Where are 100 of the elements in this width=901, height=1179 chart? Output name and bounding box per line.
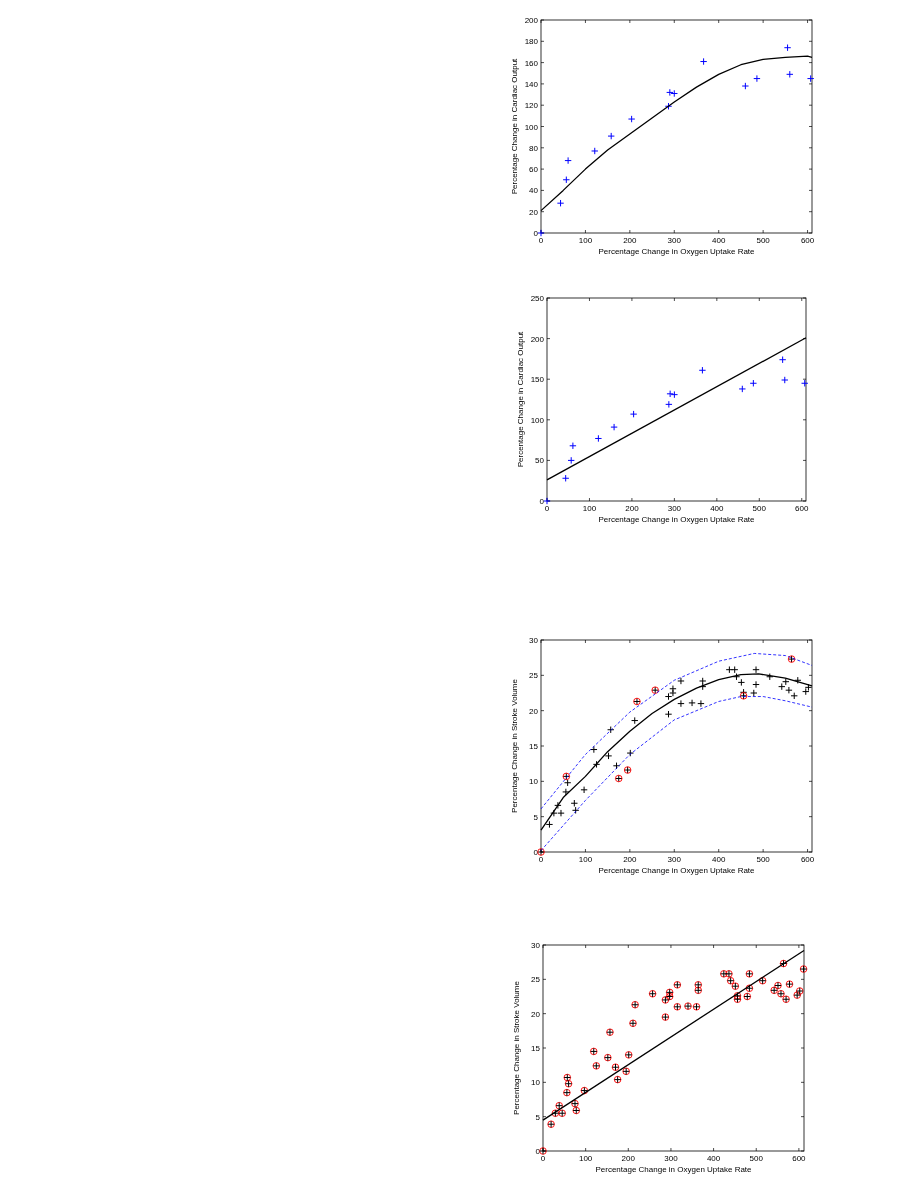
x-tick-label: 100 [578, 855, 593, 864]
x-tick-label: 100 [578, 236, 593, 245]
y-tick-label: 120 [524, 101, 539, 111]
y-tick-label: 150 [530, 375, 545, 385]
x-tick-label: 300 [667, 504, 682, 513]
y-tick-label: 200 [530, 334, 545, 344]
point [664, 710, 673, 718]
point [669, 689, 677, 697]
y-tick-label: 0 [539, 497, 545, 506]
y-tick-label: 80 [529, 143, 539, 153]
point [562, 788, 570, 796]
point [786, 70, 794, 79]
y-axis-title: Percentage Change in Cardiac Output [510, 57, 519, 195]
y-tick-label: 10 [531, 1078, 541, 1088]
y-tick-label: 20 [529, 207, 539, 217]
y-tick-label: 5 [535, 1112, 541, 1122]
point [738, 385, 747, 393]
point [697, 699, 705, 708]
y-tick-label: 20 [531, 1009, 541, 1019]
point [569, 442, 577, 450]
point [670, 89, 678, 98]
point [688, 699, 696, 707]
point [677, 699, 685, 708]
x-tick-label: 200 [625, 504, 640, 513]
point [556, 199, 565, 207]
point [562, 176, 571, 184]
point [741, 82, 750, 90]
point [785, 686, 793, 694]
point [699, 677, 707, 685]
x-tick-label: 600 [792, 1154, 807, 1163]
y-tick-label: 180 [524, 37, 539, 47]
x-tick-label: 300 [667, 855, 682, 864]
point [563, 779, 572, 787]
point [564, 156, 572, 165]
y-tick-label: 15 [529, 742, 539, 751]
y-tick-label: 250 [530, 294, 545, 303]
x-tick-label: 400 [710, 504, 725, 513]
x-tick-label: 400 [706, 1154, 721, 1163]
y-tick-label: 160 [524, 58, 539, 68]
y-tick-label: 40 [529, 186, 539, 196]
x-axis-title: Percentage Change in Oxygen Uptake Rate [598, 247, 756, 256]
x-tick-label: 100 [582, 504, 597, 513]
point [778, 682, 786, 691]
point [545, 820, 554, 829]
y-tick-label: 25 [529, 671, 539, 681]
x-tick-label: 100 [578, 1154, 593, 1163]
x-tick-label: 300 [664, 1154, 679, 1163]
point [753, 74, 761, 83]
y-tick-label: 200 [524, 16, 539, 25]
x-tick-label: 200 [623, 236, 638, 245]
point [752, 665, 760, 674]
x-tick-label: 200 [621, 1154, 636, 1163]
point [670, 390, 679, 399]
point [664, 692, 673, 701]
point [604, 752, 613, 760]
point [554, 801, 562, 810]
x-tick-label: 500 [756, 855, 771, 864]
point [752, 680, 760, 689]
point [594, 434, 603, 443]
y-axis-title: Percentage Change in Stroke Volume [512, 980, 521, 1115]
point [665, 400, 673, 409]
x-tick-label: 600 [800, 236, 815, 245]
point [669, 685, 677, 693]
point [802, 687, 810, 696]
point [806, 74, 815, 83]
y-axis-title: Percentage Change in Cardiac Output [516, 330, 525, 468]
x-tick-label: 600 [800, 855, 815, 864]
y-axis-title: Percentage Change in Stroke Volume [510, 678, 519, 813]
y-tick-label: 100 [530, 415, 545, 425]
y-tick-label: 30 [529, 636, 539, 645]
point [607, 132, 615, 140]
x-tick-label: 500 [756, 236, 771, 245]
point [699, 57, 708, 66]
y-tick-label: 20 [529, 706, 539, 716]
point [698, 366, 707, 374]
x-tick-label: 600 [795, 504, 809, 513]
point [567, 456, 575, 465]
y-tick-label: 10 [529, 777, 539, 787]
point [561, 474, 570, 482]
x-axis-title: Percentage Change in Oxygen Uptake Rate [598, 866, 756, 875]
point [626, 749, 634, 757]
point [590, 745, 598, 754]
y-tick-label: 0 [535, 1147, 541, 1156]
point [610, 423, 618, 431]
point [677, 677, 685, 685]
y-tick-label: 15 [531, 1044, 541, 1053]
point [550, 809, 558, 817]
point [631, 716, 639, 725]
y-tick-label: 0 [533, 229, 539, 238]
point [570, 799, 579, 807]
y-tick-label: 30 [531, 941, 541, 950]
point [750, 689, 758, 697]
x-tick-label: 500 [752, 504, 767, 513]
x-axis-title: Percentage Change in Oxygen Uptake Rate [598, 515, 756, 524]
x-axis-title: Percentage Change in Oxygen Uptake Rate [595, 1165, 753, 1174]
point [627, 115, 636, 123]
point [781, 376, 789, 384]
x-tick-label: 500 [749, 1154, 764, 1163]
point [591, 147, 599, 155]
point [557, 809, 565, 817]
